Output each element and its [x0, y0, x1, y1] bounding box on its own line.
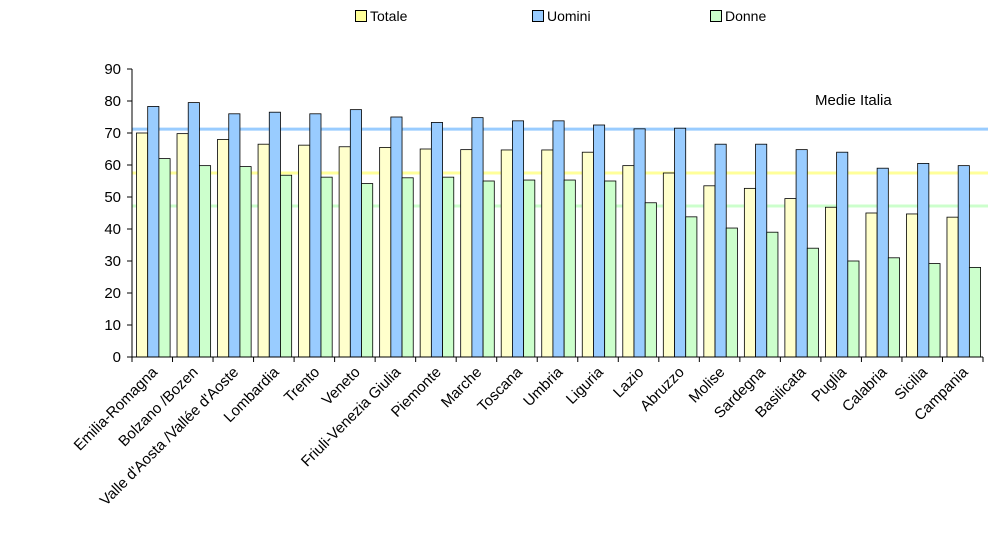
legend-label-donne: Donne [725, 8, 767, 24]
legend-label-uomini: Uomini [547, 8, 591, 24]
bar-uomini-19 [876, 167, 889, 358]
legend-label-totale: Totale [370, 8, 408, 24]
bar-totale-3 [217, 138, 230, 358]
axes [131, 69, 984, 362]
bar-donne-19 [887, 257, 900, 358]
bar-donne-11 [563, 179, 576, 358]
bar-donne-10 [523, 179, 536, 358]
legend-swatch-uomini [532, 10, 544, 22]
bar-uomini-21 [957, 165, 970, 358]
bar-totale-19 [865, 212, 878, 358]
bar-donne-18 [847, 260, 860, 358]
y-tick-label: 50 [104, 189, 121, 206]
bar-totale-21 [946, 216, 959, 358]
bar-donne-9 [482, 180, 495, 358]
bar-uomini-9 [471, 117, 484, 358]
y-tick-label: 40 [104, 221, 121, 238]
bar-donne-20 [928, 263, 941, 358]
bar-uomini-14 [674, 127, 687, 358]
bar-uomini-11 [552, 120, 565, 358]
bar-donne-6 [361, 183, 374, 358]
bar-totale-1 [136, 132, 149, 358]
y-tick-label: 70 [104, 125, 121, 142]
y-tick-label: 0 [113, 349, 121, 366]
bar-uomini-18 [836, 151, 849, 358]
x-category-label: Abruzzo [637, 364, 688, 415]
x-category-label: Calabria [839, 363, 891, 415]
y-tick-label: 10 [104, 317, 121, 334]
bar-totale-8 [419, 148, 432, 358]
bar-donne-8 [442, 176, 455, 358]
x-category-label: Liguria [563, 363, 607, 407]
x-category-label: Trento [281, 364, 323, 406]
bar-uomini-16 [755, 143, 768, 358]
bar-uomini-6 [349, 109, 362, 358]
bar-uomini-1 [147, 106, 160, 358]
y-tick-label: 30 [104, 253, 121, 270]
bar-totale-20 [906, 213, 919, 358]
bar-totale-5 [298, 144, 311, 358]
x-category-label: Toscana [474, 363, 526, 415]
bar-totale-11 [541, 149, 554, 358]
bar-totale-12 [581, 151, 594, 358]
y-tick-label: 60 [104, 157, 121, 174]
bar-uomini-12 [593, 124, 606, 358]
bar-donne-5 [320, 176, 333, 358]
bar-donne-21 [968, 266, 981, 358]
bar-totale-15 [703, 185, 716, 358]
bar-donne-17 [806, 247, 819, 358]
bars [136, 102, 981, 358]
annotation-medie-italia: Medie Italia [815, 92, 892, 109]
bar-totale-6 [338, 146, 351, 358]
bar-totale-4 [257, 143, 270, 358]
bar-donne-14 [685, 216, 698, 358]
bar-donne-2 [199, 165, 212, 358]
bar-totale-2 [176, 133, 189, 358]
legend-item-totale: Totale [355, 8, 407, 24]
bar-uomini-10 [512, 120, 525, 358]
legend-item-donne: Donne [710, 8, 766, 24]
bar-uomini-7 [390, 116, 403, 358]
bar-totale-9 [460, 149, 473, 358]
bar-uomini-20 [917, 162, 930, 358]
bar-donne-7 [401, 177, 414, 358]
bar-totale-10 [500, 149, 513, 358]
bar-totale-13 [622, 165, 635, 358]
bar-uomini-8 [430, 122, 443, 358]
legend-swatch-totale [355, 10, 367, 22]
bar-totale-14 [662, 172, 675, 358]
bar-uomini-5 [309, 113, 322, 358]
x-category-label: Lazio [610, 364, 647, 401]
bar-donne-15 [725, 227, 738, 358]
bar-uomini-17 [795, 149, 808, 358]
legend-item-uomini: Uomini [532, 8, 591, 24]
bar-donne-3 [239, 166, 252, 358]
y-tick-label: 20 [104, 285, 121, 302]
bar-totale-7 [379, 146, 392, 358]
x-category-label: Umbria [520, 363, 567, 410]
legend-swatch-donne [710, 10, 722, 22]
y-axis-ticks: 0 10 20 30 40 50 60 70 80 90 [104, 61, 132, 366]
bar-uomini-13 [633, 128, 646, 358]
bar-donne-1 [158, 158, 171, 358]
bar-donne-4 [280, 174, 293, 358]
bar-uomini-15 [714, 143, 727, 358]
bar-totale-16 [743, 187, 756, 358]
bar-donne-13 [644, 202, 657, 358]
y-tick-label: 80 [104, 93, 121, 110]
bar-totale-17 [784, 198, 797, 358]
bar-uomini-4 [268, 111, 281, 358]
bar-totale-18 [825, 206, 838, 358]
y-tick-label: 90 [104, 61, 121, 78]
bar-donne-16 [766, 231, 779, 358]
bar-uomini-2 [187, 102, 200, 358]
bar-donne-12 [604, 180, 617, 358]
bar-uomini-3 [228, 113, 241, 358]
